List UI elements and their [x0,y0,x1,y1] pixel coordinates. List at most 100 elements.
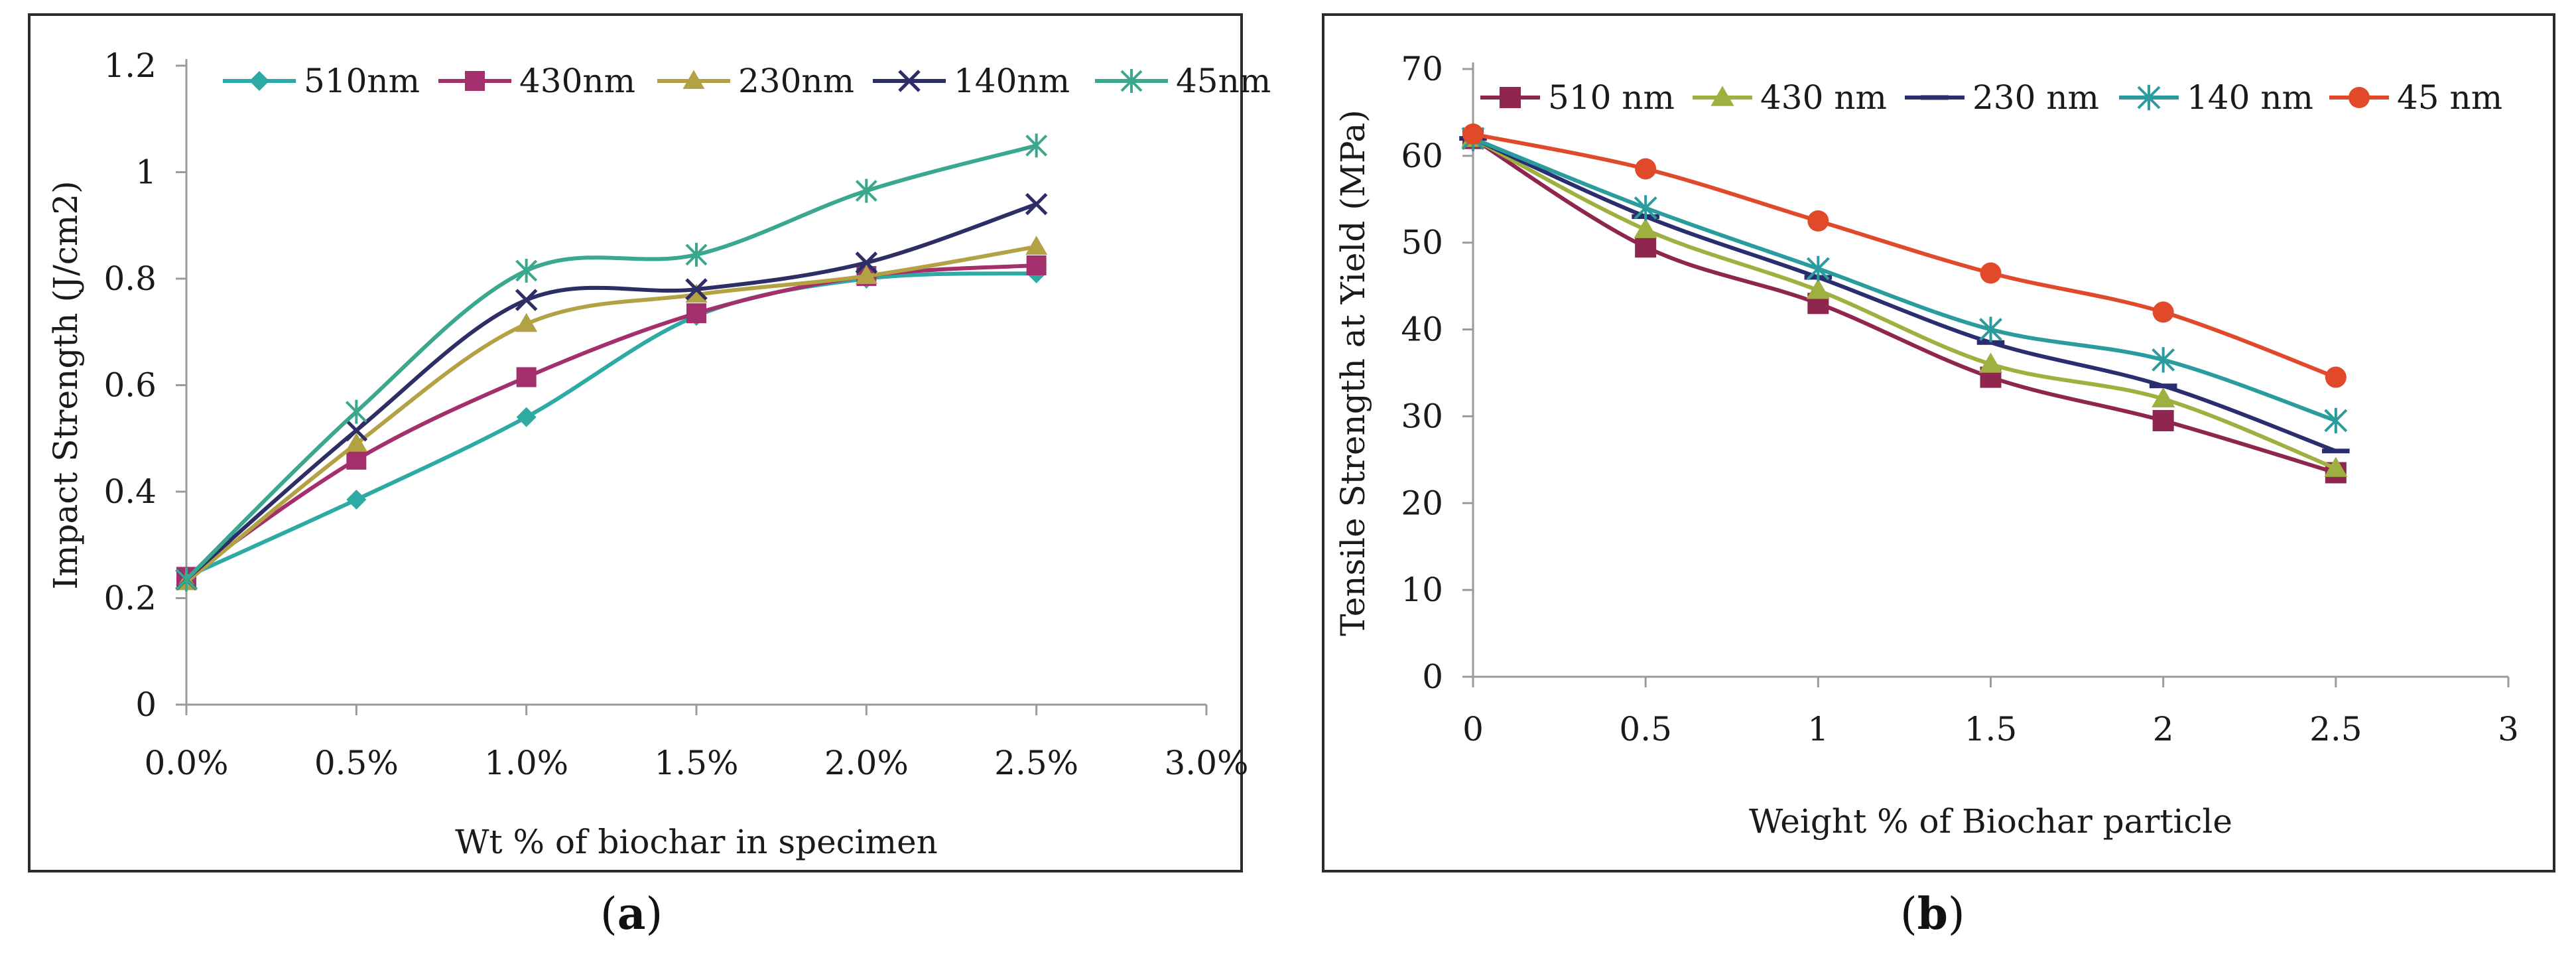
chart-b-series-0-point-4 [2152,409,2174,431]
chart-a-y-axis-label: Impact Strength (J/cm2) [46,180,85,589]
chart-a-series-line-4 [184,143,1037,581]
chart-b-x-axis-label: Weight % of Biochar particle [1749,802,2232,841]
chart-b-x-tick-label: 3 [2498,710,2519,748]
chart-a-legend-marker-0 [249,71,269,91]
chart-b-series-line-3 [1472,136,2337,423]
chart-a-legend-label-2: 230nm [738,62,854,100]
chart-a-series-line-3 [185,202,1037,581]
chart-a-series-4-point-2 [515,258,538,283]
chart-a-svg: 0 0.2 0.4 0.6 0.8 1 1.2 0.0% 0.5% 1.0% 1.5% 2.0% 2.5… [46,46,1271,861]
chart-b-series-4-point-4 [2152,301,2174,323]
chart-a-series-0-point-2 [516,407,537,427]
chart-a-legend-marker-4 [1120,69,1143,93]
chart-b-y-tick-label: 60 [1401,137,1443,175]
chart-a-legend-marker-1 [465,71,485,91]
chart-a-x-tick-label: 2.5% [994,744,1078,782]
chart-a-series-line-2 [185,244,1037,584]
chart-b-y-tick-label: 20 [1401,484,1443,522]
chart-a-y-tick-label: 0.8 [103,259,157,298]
chart-b-series-line-0 [1472,137,2337,475]
chart-a-y-tick-label: 0.4 [103,472,157,511]
chart-a-series-3-point-5 [1025,192,1048,216]
chart-b-y-axis-label: Tensile Strength at Yield (MPa) [1334,109,1372,636]
chart-b-legend-marker-4 [2349,87,2370,108]
chart-b-series-1-point-1 [1634,218,1657,238]
chart-a-series-4-point-1 [345,399,367,424]
chart-a-series-line-1 [185,263,1037,579]
chart-a-y-tick-label: 0.2 [103,579,157,618]
chart-b-legend-label-4: 45 nm [2397,78,2502,117]
chart-a-series-2-point-5 [1025,236,1048,255]
chart-a-series-0-point-1 [346,490,367,510]
chart-b-legend-marker-3 [2137,84,2161,111]
chart-b-series-1-point-4 [2152,387,2175,408]
chart-a-y-tick-label: 0 [135,685,157,724]
chart-a-series-4-point-4 [855,178,877,203]
chart-a-series-2-point-4 [855,265,877,284]
chart-a-series-2-point-1 [345,433,367,452]
chart-a-series-1-point-3 [686,303,706,324]
chart-b-legend-marker-1 [1710,86,1734,106]
chart-b-series-3-point-2 [1806,255,1830,282]
chart-b-series-3-point-3 [1979,316,2002,342]
chart-a-series-3-point-4 [855,251,878,274]
chart-a-series-3-point-2 [515,289,538,311]
chart-b-series-line-2 [1472,136,2337,453]
chart-b-x-tick-label: 1 [1807,710,1829,748]
chart-a-x-axis-label: Wt % of biochar in specimen [455,823,938,861]
chart-b-series-4-point-5 [2325,366,2347,388]
chart-a-y-tick-label: 0.6 [103,366,157,405]
chart-b-y-tick-label: 30 [1401,397,1443,435]
chart-a-series-4-point-5 [1025,133,1048,158]
chart-a-legend-marker-2 [682,70,705,89]
chart-a-legend-marker-3 [898,70,921,92]
chart-b-series-4-point-1 [1635,158,1657,180]
chart-b-series-3-point-1 [1634,195,1657,221]
chart-b-series-1-point-5 [2324,456,2348,477]
chart-a-x-tick-label: 1.0% [484,744,568,782]
chart-b-series-4-point-3 [1980,262,2002,284]
chart-a-y-tick-label: 1 [135,153,157,192]
chart-a-y-tick-label: 1.2 [103,46,157,85]
chart-panel-a: 0 0.2 0.4 0.6 0.8 1 1.2 0.0% 0.5% 1.0% 1.5% 2.0% 2.5… [28,13,1271,872]
chart-b-x-tick-label: 0.5 [1619,710,1672,748]
chart-a-x-tick-label: 0.5% [314,744,399,782]
chart-a-x-tick-label: 0.0% [144,744,228,782]
chart-panel-b: 0 10 20 30 40 50 60 70 0 0.5 1 1.5 2 2.5 3 Weight % of … [1322,13,2555,872]
chart-b-series-1-point-3 [1978,352,2003,373]
chart-b-series-line-4 [1472,132,2337,380]
chart-b-x-tick-label: 2 [2153,710,2174,748]
caption-b: (b) [1900,888,1965,939]
chart-b-y-tick-label: 0 [1422,658,1443,696]
chart-b-y-tick-label: 50 [1401,224,1443,262]
chart-a-series-3-point-3 [685,278,708,301]
chart-b-x-tick-label: 1.5 [1964,710,2018,748]
chart-a-legend-label-3: 140nm [954,62,1070,100]
chart-a-series-line-0 [185,271,1037,579]
chart-b-legend-label-2: 230 nm [1972,78,2099,117]
chart-a-series-3-point-1 [345,419,368,442]
chart-a-series-1-point-5 [1026,255,1047,275]
caption-a: (a) [600,888,663,939]
chart-a-series-4-point-3 [685,242,708,267]
chart-a-series-4-point-0 [175,567,198,592]
chart-b-y-tick-label: 40 [1401,311,1443,349]
chart-a-legend-label-0: 510nm [304,62,420,100]
chart-b-series-1-point-2 [1806,279,1830,299]
chart-b-series-3-point-4 [2152,347,2175,373]
chart-a-series-1-point-2 [516,367,537,387]
chart-b-x-tick-label: 0 [1462,710,1484,748]
chart-b-y-tick-label: 10 [1401,571,1443,609]
chart-a-series-2-point-3 [685,283,708,303]
chart-b-series-4-point-2 [1807,210,1829,232]
chart-b-legend-label-0: 510 nm [1548,78,1675,117]
chart-b-legend-label-3: 140 nm [2187,78,2313,117]
chart-b-y-tick-label: 70 [1401,50,1443,88]
chart-a-x-tick-label: 2.0% [824,744,909,782]
chart-a-x-tick-label: 3.0% [1164,744,1248,782]
chart-b-legend-marker-0 [1500,87,1521,108]
chart-a-series-1-point-1 [346,449,367,470]
chart-b-series-4-point-0 [1462,123,1484,145]
chart-a-legend-label-1: 430nm [519,62,635,100]
chart-b-series-line-1 [1472,137,2337,470]
